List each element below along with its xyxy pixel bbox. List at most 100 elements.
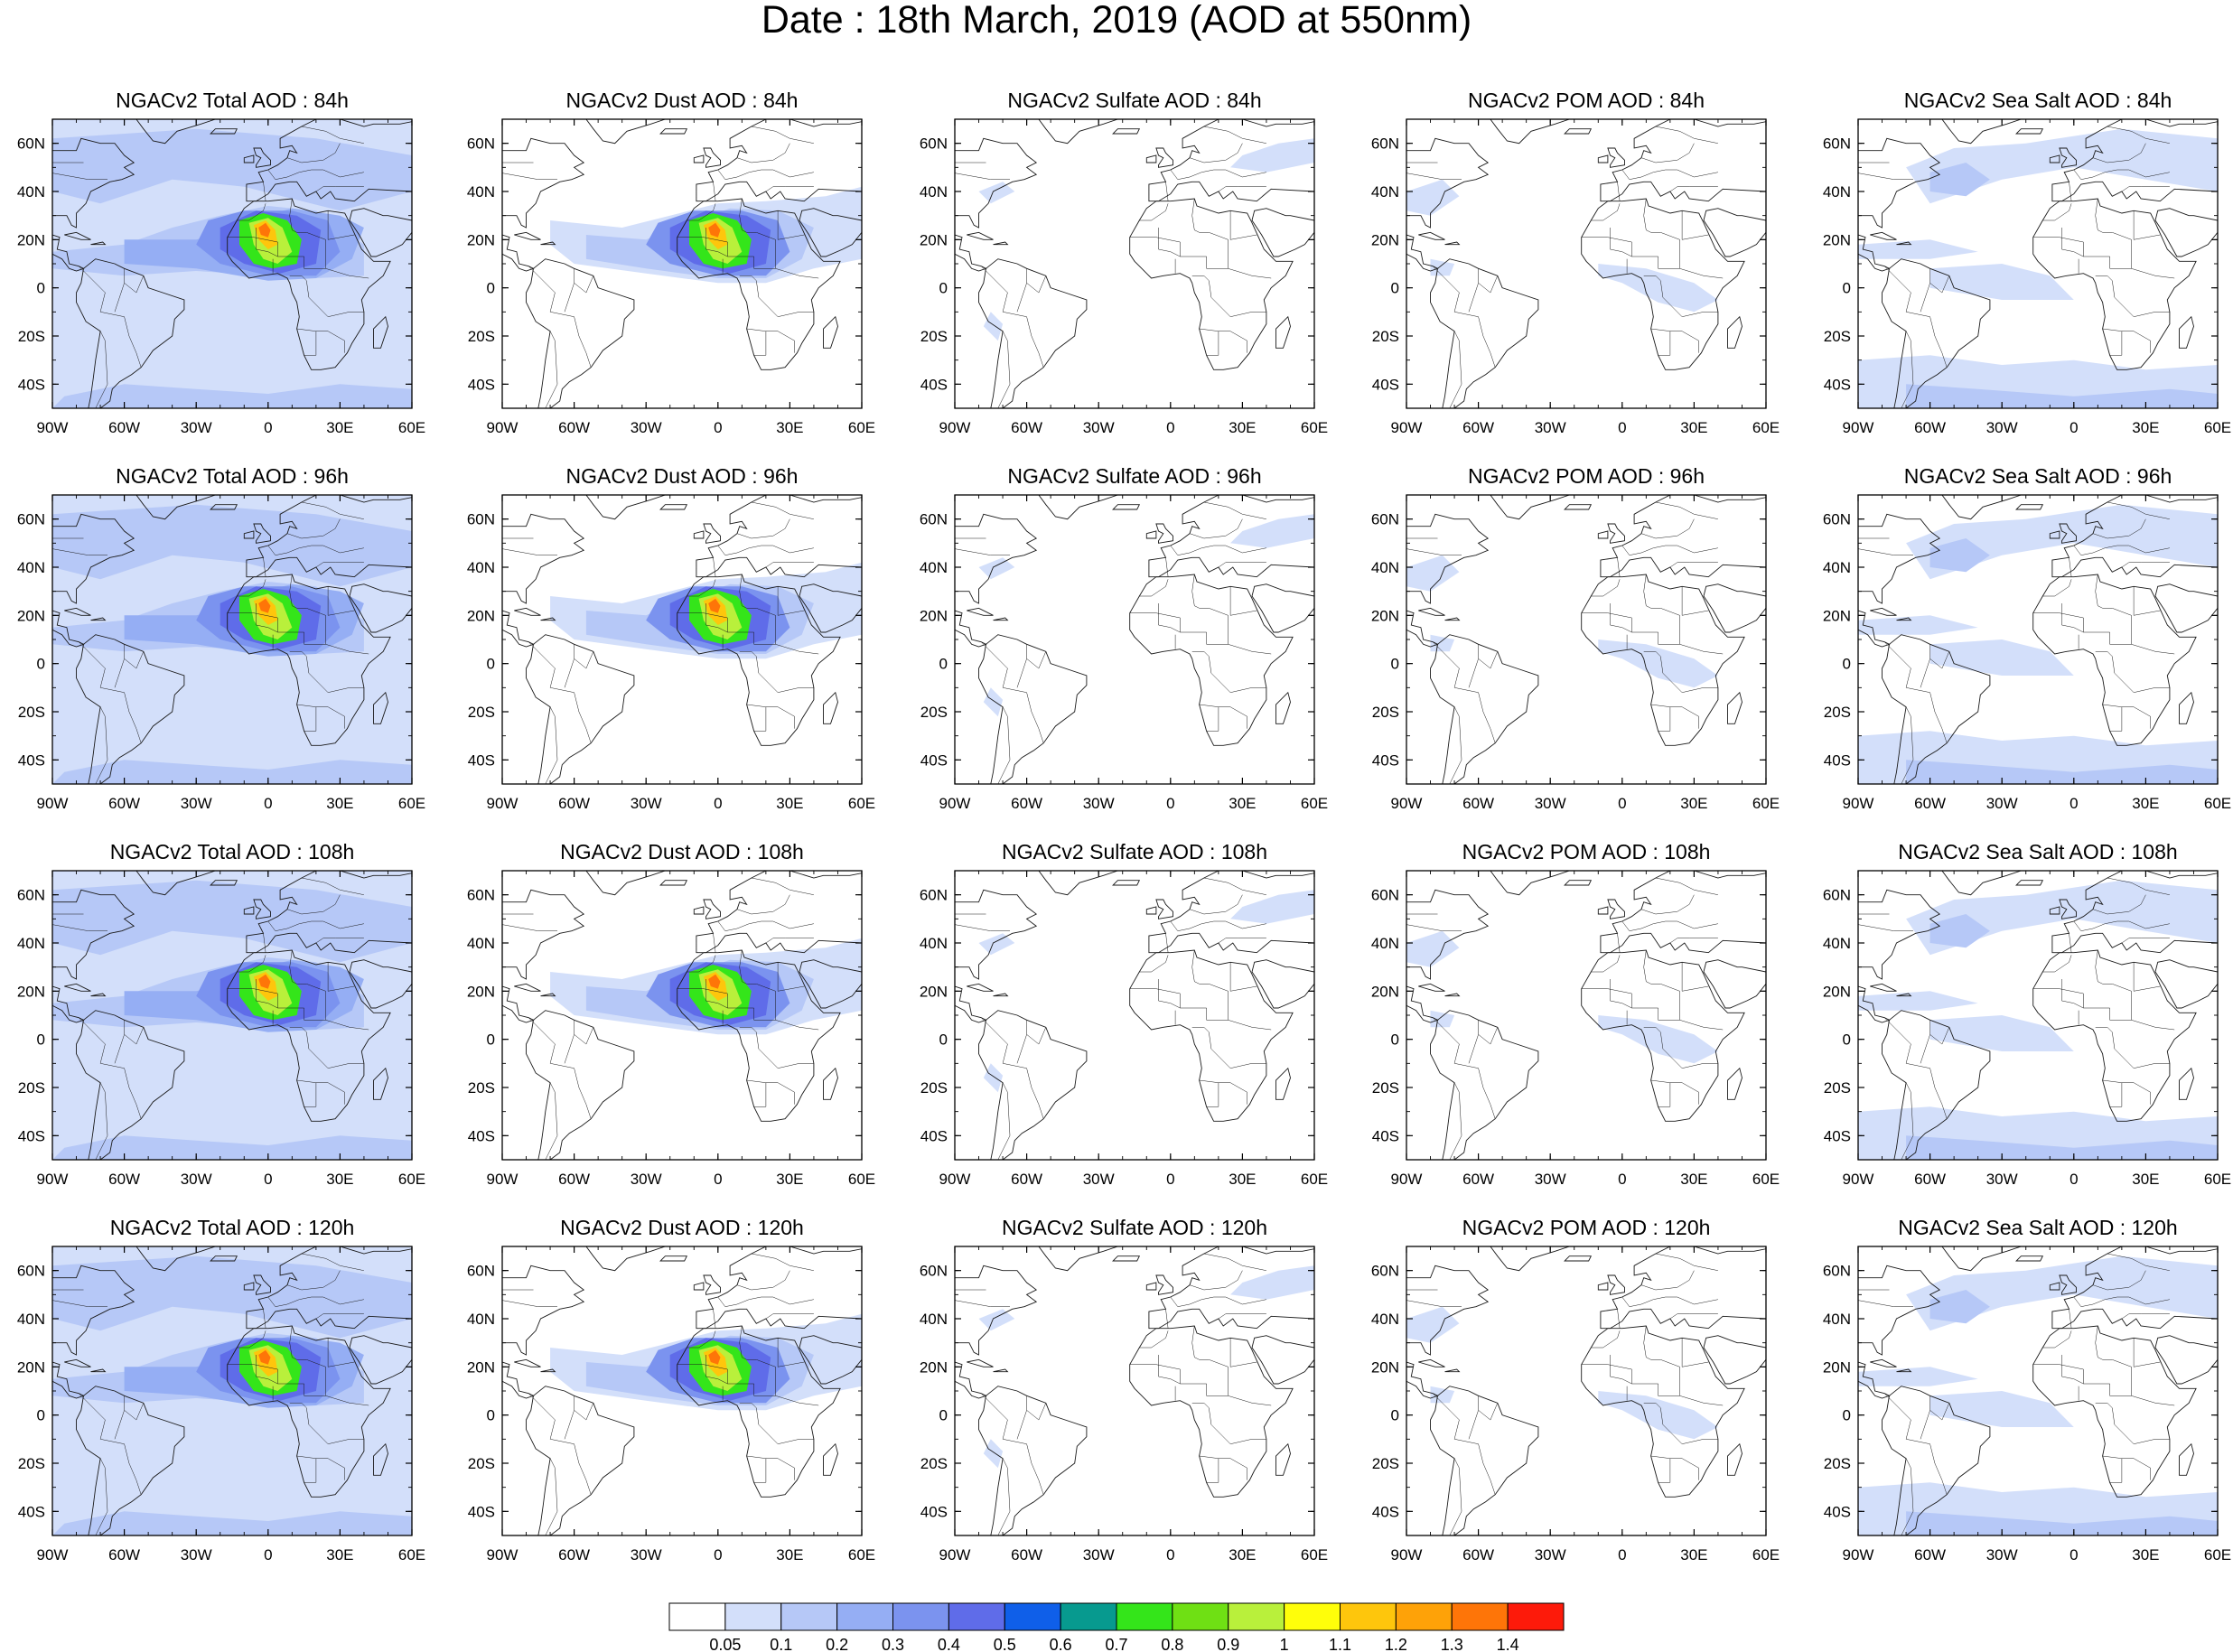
country-border: [1478, 651, 1499, 669]
country-border: [739, 275, 814, 317]
panel-title: NGACv2 Sulfate AOD : 108h: [1002, 840, 1267, 863]
coastline-arabia: [349, 208, 412, 257]
coastline-europe: [696, 871, 862, 954]
coastline-namerica: [1406, 1265, 1490, 1356]
coastline-arabia: [1703, 208, 1766, 257]
country-border: [1655, 501, 1718, 519]
coastlines: [502, 495, 862, 784]
country-border: [2061, 1355, 2084, 1385]
lon-tick-label: 30E: [2132, 795, 2159, 812]
country-border: [1203, 501, 1266, 519]
coastline-greenland: [1447, 495, 1570, 520]
figure-title: Date : 18th March, 2019 (AOD at 550nm): [761, 0, 1472, 42]
coastline-uk: [703, 523, 721, 544]
aod-contour: [978, 182, 1015, 204]
country-border: [237, 1330, 266, 1349]
lon-tick-label: 60W: [1011, 1171, 1042, 1188]
country-border: [736, 1270, 790, 1291]
coastline-arabia: [1703, 1335, 1766, 1385]
country-border: [1478, 1403, 1499, 1421]
country-border: [705, 228, 728, 257]
coastline-arabia: [2154, 208, 2218, 257]
lon-tick-label: 0: [2069, 419, 2078, 436]
aod-contour: [978, 933, 1015, 956]
coastline-madagascar: [2179, 1442, 2194, 1476]
country-border: [705, 1355, 728, 1385]
coastline-namerica: [1406, 889, 1490, 980]
country-border: [997, 331, 1011, 408]
coastline-arabia: [799, 208, 862, 257]
lat-tick-label: 20N: [920, 607, 948, 624]
coastline-africa: [1129, 1325, 1294, 1498]
country-border: [1129, 612, 1272, 655]
country-border: [1669, 562, 1718, 568]
country-border: [2109, 1082, 2123, 1107]
coastline-arabia: [2154, 583, 2218, 633]
country-border: [1433, 266, 1496, 368]
panel-title: NGACv2 Dust AOD : 120h: [560, 1216, 804, 1239]
country-border: [1643, 1403, 1718, 1444]
country-border: [1640, 894, 1695, 915]
lon-tick-label: 90W: [487, 795, 519, 812]
aod-contour: [1929, 1015, 2074, 1051]
country-border: [1191, 949, 1229, 1021]
country-border: [315, 186, 364, 192]
coastline-mexico: [1406, 234, 1439, 272]
coastline-hispaniola: [540, 617, 556, 621]
country-border: [564, 268, 575, 313]
coastline-hispaniola: [540, 993, 556, 997]
aod-contour: [1906, 760, 2218, 784]
lat-tick-label: 20N: [467, 1358, 495, 1376]
lat-tick-label: 40N: [1823, 183, 1851, 201]
country-border: [1139, 1330, 1169, 1349]
coastline-madagascar: [2179, 315, 2194, 349]
lat-tick-label: 40S: [920, 751, 948, 769]
coastline-arabia: [799, 583, 862, 633]
coastline-samerica: [526, 258, 635, 408]
coastline-greenland: [1899, 1246, 2022, 1272]
country-border: [1858, 1300, 1913, 1343]
lat-tick-label: 0: [1391, 1031, 1399, 1049]
country-border: [79, 641, 142, 743]
coastline-samerica: [1430, 258, 1539, 408]
coastline-cuba: [1870, 983, 1897, 992]
country-border: [751, 126, 814, 144]
country-border: [1658, 706, 1671, 732]
coastline-iceland: [659, 1255, 688, 1262]
lon-tick-label: 0: [1166, 1546, 1174, 1563]
lat-tick-label: 0: [1391, 656, 1399, 673]
coastline-namerica: [1858, 889, 1941, 980]
coastline-namerica: [1858, 513, 1941, 604]
country-border: [301, 1253, 364, 1271]
country-border: [2121, 938, 2170, 944]
coastline-hispaniola: [1896, 617, 1912, 621]
lat-tick-label: 60N: [1823, 135, 1851, 153]
lon-tick-label: 0: [1166, 1171, 1174, 1188]
coastline-greenland: [93, 1246, 216, 1272]
country-border: [1581, 612, 1724, 655]
country-border: [1655, 1253, 1718, 1271]
lat-tick-label: 40N: [920, 559, 948, 576]
lon-tick-label: 0: [264, 1546, 272, 1563]
country-border: [267, 1296, 364, 1307]
lon-tick-label: 90W: [1391, 1171, 1423, 1188]
lon-tick-label: 90W: [37, 1546, 69, 1563]
country-border: [1026, 275, 1047, 294]
coastline-europe: [1148, 871, 1314, 954]
country-border: [1581, 1364, 1724, 1406]
lon-tick-label: 30W: [1986, 795, 2018, 812]
country-border: [95, 331, 108, 408]
country-border: [687, 955, 716, 973]
coastline-europe: [1148, 119, 1314, 202]
lon-tick-label: 60E: [1752, 795, 1780, 812]
lat-tick-label: 40S: [1824, 1503, 1851, 1520]
country-border: [289, 651, 364, 693]
coastline-arabia: [1251, 208, 1314, 257]
lon-tick-label: 90W: [1843, 1171, 1874, 1188]
coastline-africa: [1129, 198, 1294, 370]
coastline-samerica: [1882, 1010, 1991, 1160]
country-border: [502, 924, 557, 967]
aod-field: [1406, 495, 1766, 784]
coastline-iceland: [659, 880, 688, 886]
panel-title: NGACv2 POM AOD : 108h: [1462, 840, 1711, 863]
